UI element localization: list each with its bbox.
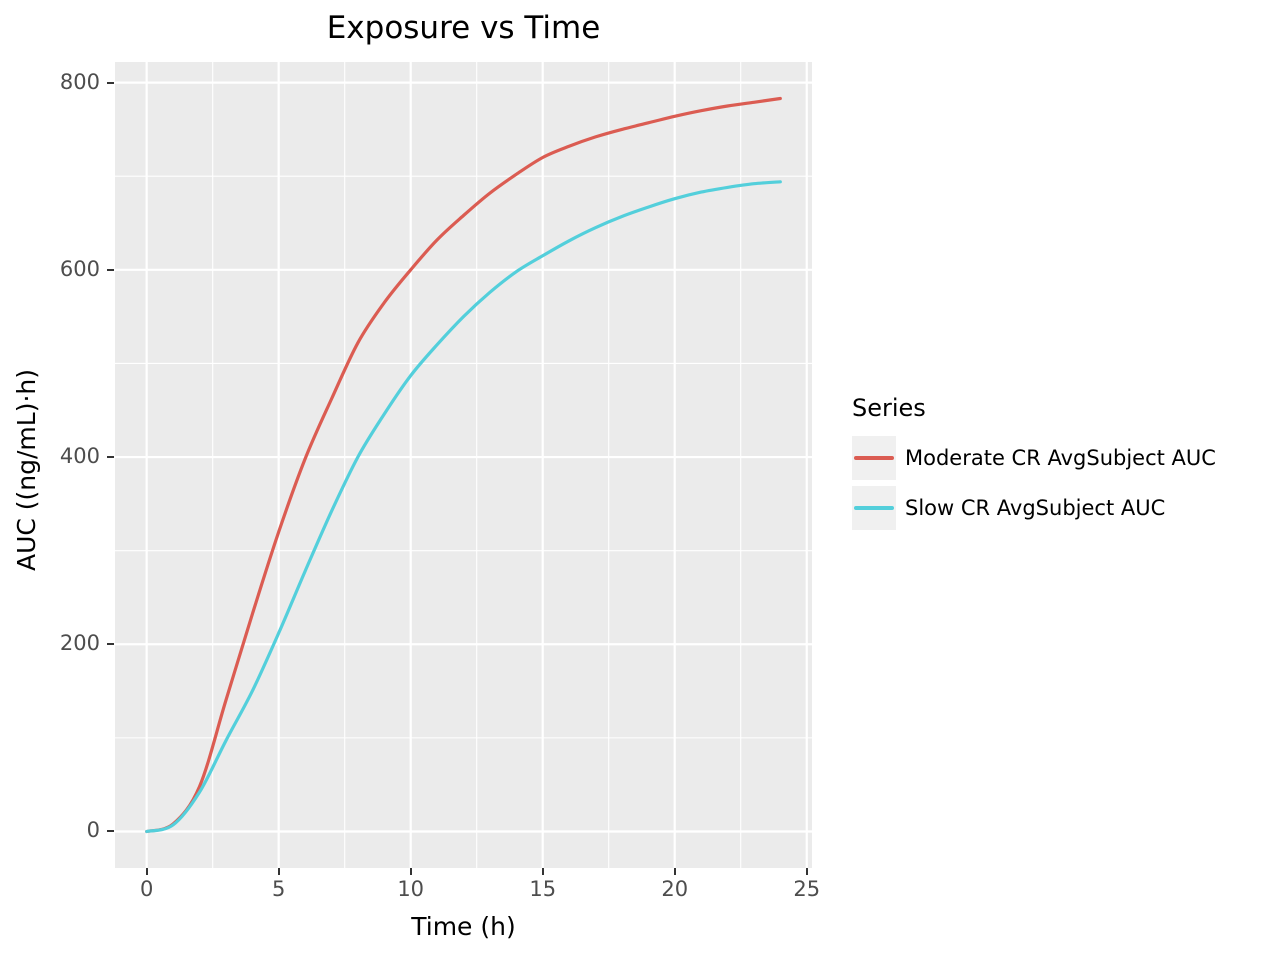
x-tick-label: 25 — [793, 877, 821, 901]
plot-area-svg — [115, 62, 812, 868]
x-tick-mark — [541, 868, 544, 875]
y-tick-label: 400 — [59, 444, 100, 469]
y-axis-title: AUC ((ng/mL)·h) — [12, 368, 41, 572]
legend-entry-slow: Slow CR AvgSubject AUC — [852, 486, 1216, 530]
x-tick-label: 0 — [139, 877, 154, 901]
y-tick-label: 0 — [86, 818, 100, 843]
x-axis-title: Time (h) — [411, 912, 516, 941]
legend-key-slow — [852, 486, 896, 530]
x-tick-label: 10 — [397, 877, 425, 901]
y-tick-label: 200 — [59, 631, 100, 656]
y-tick-mark — [107, 830, 114, 833]
x-tick-mark — [409, 868, 412, 875]
x-tick-mark — [673, 868, 676, 875]
y-tick-mark — [107, 456, 114, 459]
legend-line-moderate-icon — [854, 456, 894, 460]
y-tick-mark — [107, 643, 114, 646]
x-tick-label: 15 — [529, 877, 557, 901]
x-tick-mark — [145, 868, 148, 875]
plot-panel — [115, 62, 812, 868]
series-line-0 — [145, 96, 782, 834]
y-tick-label: 800 — [59, 69, 100, 94]
series-line-1 — [145, 180, 782, 834]
legend-entry-moderate: Moderate CR AvgSubject AUC — [852, 436, 1216, 480]
legend: Series Moderate CR AvgSubject AUC Slow C… — [852, 394, 1216, 536]
y-tick-mark — [107, 268, 114, 271]
y-tick-mark — [107, 81, 114, 84]
legend-key-moderate — [852, 436, 896, 480]
chart-title: Exposure vs Time — [326, 10, 601, 46]
legend-title: Series — [852, 394, 926, 422]
x-tick-mark — [277, 868, 280, 875]
y-tick-label: 600 — [59, 256, 100, 281]
x-tick-label: 20 — [661, 877, 689, 901]
x-tick-mark — [805, 868, 808, 875]
legend-label-moderate: Moderate CR AvgSubject AUC — [905, 446, 1216, 470]
x-tick-label: 5 — [272, 877, 286, 901]
legend-line-slow-icon — [854, 506, 894, 510]
legend-label-slow: Slow CR AvgSubject AUC — [905, 496, 1166, 520]
